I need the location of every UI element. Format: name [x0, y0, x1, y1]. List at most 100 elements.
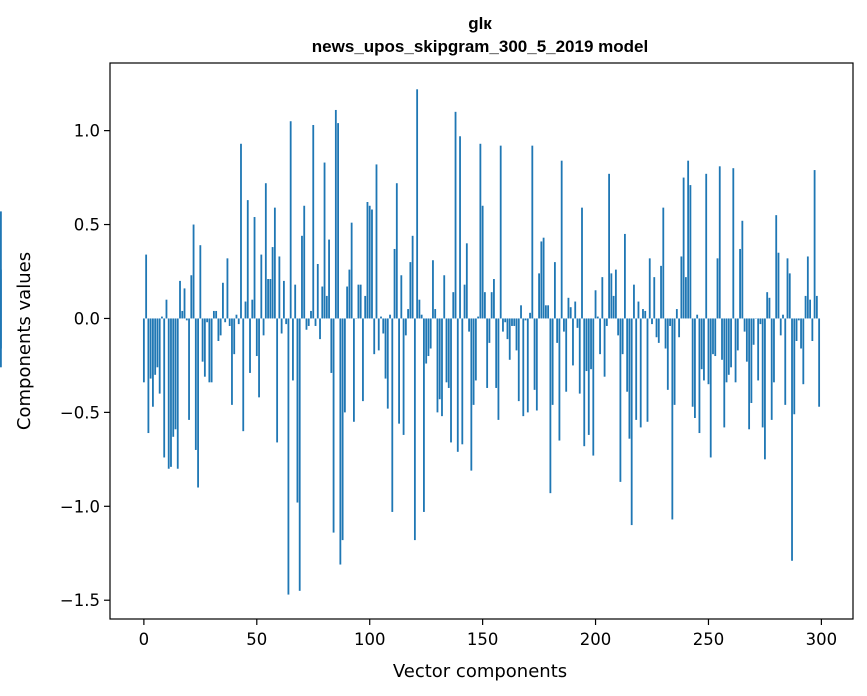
y-tick-label: 1.0: [74, 122, 100, 141]
bar: [407, 309, 410, 319]
bar: [666, 318, 669, 390]
bar: [655, 318, 658, 338]
bar: [732, 168, 735, 319]
bar: [174, 318, 177, 430]
bar: [506, 318, 509, 340]
bar: [617, 318, 620, 336]
bar: [330, 318, 333, 373]
bar: [605, 318, 608, 326]
bar: [739, 248, 741, 319]
bar: [287, 318, 290, 595]
bar: [269, 279, 272, 319]
bar: [152, 318, 154, 407]
bar: [386, 318, 389, 409]
bar: [465, 243, 468, 319]
bar: [657, 318, 660, 343]
bar: [380, 316, 382, 319]
bar: [477, 316, 480, 319]
bar: [788, 273, 791, 319]
bar: [479, 143, 482, 319]
bar: [700, 318, 703, 370]
bar: [619, 318, 622, 482]
bar: [673, 318, 676, 405]
bar: [0, 211, 2, 319]
bar: [373, 318, 376, 355]
bar: [280, 318, 283, 334]
bar: [734, 318, 737, 383]
bar: [764, 318, 766, 460]
bar: [292, 318, 294, 381]
bar: [813, 170, 816, 319]
bar: [402, 318, 405, 435]
bar: [651, 318, 653, 325]
bar: [411, 235, 414, 319]
x-tick-label: 0: [139, 630, 150, 649]
bar: [504, 318, 507, 323]
bar: [459, 136, 461, 319]
bar: [628, 318, 631, 439]
bar: [393, 248, 396, 319]
bar: [353, 318, 355, 422]
bar: [809, 299, 811, 319]
bar: [219, 318, 222, 336]
bar: [447, 318, 450, 388]
bar: [371, 209, 373, 319]
bar: [490, 292, 493, 319]
bar: [567, 297, 570, 319]
bar: [154, 318, 157, 375]
bar: [811, 318, 814, 341]
bar: [357, 284, 360, 319]
bar: [289, 121, 292, 319]
bar: [642, 309, 644, 319]
bar: [610, 273, 613, 319]
bar: [212, 310, 215, 319]
bar: [441, 318, 443, 417]
y-tick-label: 0.5: [74, 216, 100, 235]
bar: [156, 318, 159, 368]
bar: [689, 185, 692, 319]
bar: [517, 318, 520, 402]
bar: [626, 318, 629, 392]
bar: [520, 305, 522, 319]
bar: [565, 318, 568, 392]
bar: [228, 318, 231, 326]
bar: [217, 318, 220, 341]
bar: [745, 318, 748, 362]
bar: [752, 318, 755, 345]
bar: [531, 145, 534, 319]
bar: [495, 318, 498, 388]
bar: [183, 288, 186, 319]
bar: [725, 318, 728, 383]
bar: [305, 318, 308, 330]
bar: [644, 310, 647, 319]
bar: [678, 318, 681, 338]
bar: [377, 318, 380, 351]
bar: [346, 286, 349, 319]
bar: [684, 277, 687, 319]
bar: [759, 318, 762, 325]
bar: [368, 205, 371, 319]
bar: [337, 123, 339, 319]
bar: [535, 318, 538, 411]
bar: [743, 318, 746, 332]
bar: [197, 318, 199, 488]
bar: [310, 310, 312, 319]
bar: [167, 318, 170, 469]
bar: [515, 318, 518, 351]
bar: [549, 318, 552, 494]
bar: [298, 318, 301, 591]
bar: [723, 318, 726, 428]
bar: [513, 318, 516, 326]
bar: [680, 256, 683, 319]
bar: [694, 318, 696, 419]
bar: [786, 258, 789, 319]
bar: [560, 160, 563, 319]
bar: [321, 286, 324, 319]
bar: [246, 200, 249, 319]
bar: [601, 277, 604, 319]
bar: [323, 162, 326, 319]
bar: [199, 245, 202, 319]
bar: [194, 318, 197, 450]
bar: [716, 258, 719, 319]
bar: [563, 318, 565, 332]
